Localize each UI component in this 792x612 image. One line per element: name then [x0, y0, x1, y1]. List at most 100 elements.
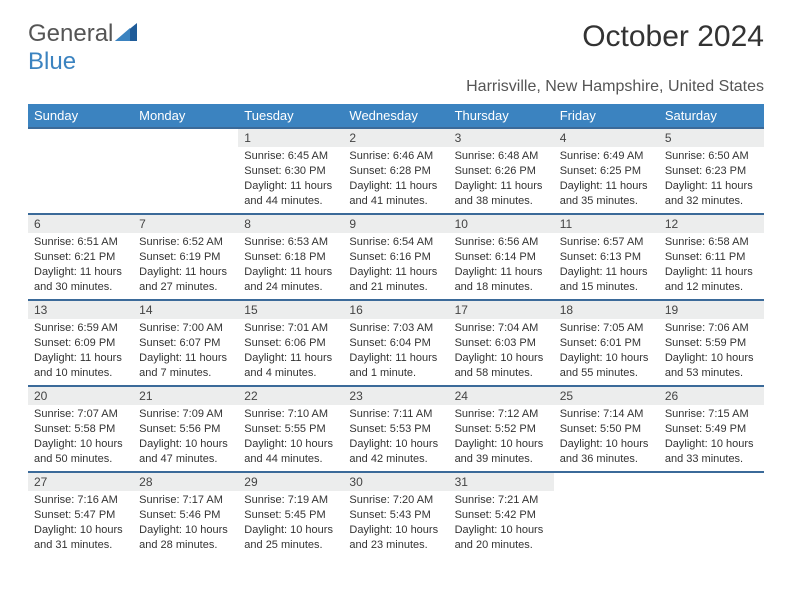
calendar-cell: 21Sunrise: 7:09 AMSunset: 5:56 PMDayligh…	[133, 386, 238, 472]
sunrise-text: Sunrise: 6:53 AM	[244, 235, 337, 250]
daylight-text: Daylight: 11 hours and 21 minutes.	[349, 265, 442, 295]
sunrise-text: Sunrise: 7:03 AM	[349, 321, 442, 336]
calendar-body: 1Sunrise: 6:45 AMSunset: 6:30 PMDaylight…	[28, 128, 764, 558]
sunrise-text: Sunrise: 7:00 AM	[139, 321, 232, 336]
sunrise-text: Sunrise: 6:56 AM	[455, 235, 548, 250]
calendar-cell: 13Sunrise: 6:59 AMSunset: 6:09 PMDayligh…	[28, 300, 133, 386]
sunrise-text: Sunrise: 6:54 AM	[349, 235, 442, 250]
brand-part1: General	[28, 20, 113, 47]
calendar-cell: 8Sunrise: 6:53 AMSunset: 6:18 PMDaylight…	[238, 214, 343, 300]
day-content: Sunrise: 6:51 AMSunset: 6:21 PMDaylight:…	[28, 233, 133, 298]
calendar-cell: 1Sunrise: 6:45 AMSunset: 6:30 PMDaylight…	[238, 128, 343, 214]
sunrise-text: Sunrise: 7:19 AM	[244, 493, 337, 508]
sunset-text: Sunset: 6:09 PM	[34, 336, 127, 351]
day-content: Sunrise: 7:07 AMSunset: 5:58 PMDaylight:…	[28, 405, 133, 470]
daylight-text: Daylight: 11 hours and 12 minutes.	[665, 265, 758, 295]
calendar-cell: 20Sunrise: 7:07 AMSunset: 5:58 PMDayligh…	[28, 386, 133, 472]
day-number: 7	[133, 215, 238, 233]
day-number: 19	[659, 301, 764, 319]
day-content: Sunrise: 7:04 AMSunset: 6:03 PMDaylight:…	[449, 319, 554, 384]
sunset-text: Sunset: 6:14 PM	[455, 250, 548, 265]
calendar-cell	[133, 128, 238, 214]
day-number: 22	[238, 387, 343, 405]
daylight-text: Daylight: 10 hours and 44 minutes.	[244, 437, 337, 467]
day-number: 23	[343, 387, 448, 405]
calendar-cell: 28Sunrise: 7:17 AMSunset: 5:46 PMDayligh…	[133, 472, 238, 558]
day-content: Sunrise: 6:52 AMSunset: 6:19 PMDaylight:…	[133, 233, 238, 298]
sunset-text: Sunset: 6:01 PM	[560, 336, 653, 351]
daylight-text: Daylight: 10 hours and 28 minutes.	[139, 523, 232, 553]
day-header: Friday	[554, 104, 659, 128]
daylight-text: Daylight: 10 hours and 20 minutes.	[455, 523, 548, 553]
day-content: Sunrise: 7:11 AMSunset: 5:53 PMDaylight:…	[343, 405, 448, 470]
day-content: Sunrise: 7:14 AMSunset: 5:50 PMDaylight:…	[554, 405, 659, 470]
month-title: October 2024	[582, 20, 764, 54]
sunset-text: Sunset: 5:59 PM	[665, 336, 758, 351]
daylight-text: Daylight: 11 hours and 18 minutes.	[455, 265, 548, 295]
calendar-cell: 16Sunrise: 7:03 AMSunset: 6:04 PMDayligh…	[343, 300, 448, 386]
day-content: Sunrise: 7:09 AMSunset: 5:56 PMDaylight:…	[133, 405, 238, 470]
daylight-text: Daylight: 10 hours and 33 minutes.	[665, 437, 758, 467]
day-number: 14	[133, 301, 238, 319]
sunrise-text: Sunrise: 7:07 AM	[34, 407, 127, 422]
sunset-text: Sunset: 6:26 PM	[455, 164, 548, 179]
day-content: Sunrise: 7:00 AMSunset: 6:07 PMDaylight:…	[133, 319, 238, 384]
sunrise-text: Sunrise: 7:04 AM	[455, 321, 548, 336]
calendar-cell: 7Sunrise: 6:52 AMSunset: 6:19 PMDaylight…	[133, 214, 238, 300]
calendar-cell: 3Sunrise: 6:48 AMSunset: 6:26 PMDaylight…	[449, 128, 554, 214]
calendar-cell: 6Sunrise: 6:51 AMSunset: 6:21 PMDaylight…	[28, 214, 133, 300]
calendar-cell: 15Sunrise: 7:01 AMSunset: 6:06 PMDayligh…	[238, 300, 343, 386]
calendar-cell: 5Sunrise: 6:50 AMSunset: 6:23 PMDaylight…	[659, 128, 764, 214]
sunrise-text: Sunrise: 7:15 AM	[665, 407, 758, 422]
sunset-text: Sunset: 5:55 PM	[244, 422, 337, 437]
day-content: Sunrise: 7:20 AMSunset: 5:43 PMDaylight:…	[343, 491, 448, 556]
daylight-text: Daylight: 10 hours and 53 minutes.	[665, 351, 758, 381]
daylight-text: Daylight: 10 hours and 55 minutes.	[560, 351, 653, 381]
calendar-week: 13Sunrise: 6:59 AMSunset: 6:09 PMDayligh…	[28, 300, 764, 386]
daylight-text: Daylight: 11 hours and 35 minutes.	[560, 179, 653, 209]
day-number: 3	[449, 129, 554, 147]
day-header: Tuesday	[238, 104, 343, 128]
daylight-text: Daylight: 11 hours and 10 minutes.	[34, 351, 127, 381]
sunrise-text: Sunrise: 6:57 AM	[560, 235, 653, 250]
calendar-cell: 4Sunrise: 6:49 AMSunset: 6:25 PMDaylight…	[554, 128, 659, 214]
sunset-text: Sunset: 6:23 PM	[665, 164, 758, 179]
day-header: Monday	[133, 104, 238, 128]
sunrise-text: Sunrise: 7:05 AM	[560, 321, 653, 336]
day-content: Sunrise: 6:57 AMSunset: 6:13 PMDaylight:…	[554, 233, 659, 298]
calendar-cell: 31Sunrise: 7:21 AMSunset: 5:42 PMDayligh…	[449, 472, 554, 558]
calendar-cell: 19Sunrise: 7:06 AMSunset: 5:59 PMDayligh…	[659, 300, 764, 386]
sunrise-text: Sunrise: 6:45 AM	[244, 149, 337, 164]
day-number: 30	[343, 473, 448, 491]
calendar-cell: 24Sunrise: 7:12 AMSunset: 5:52 PMDayligh…	[449, 386, 554, 472]
calendar-cell: 26Sunrise: 7:15 AMSunset: 5:49 PMDayligh…	[659, 386, 764, 472]
daylight-text: Daylight: 10 hours and 25 minutes.	[244, 523, 337, 553]
day-number: 25	[554, 387, 659, 405]
day-content: Sunrise: 7:03 AMSunset: 6:04 PMDaylight:…	[343, 319, 448, 384]
calendar-cell: 11Sunrise: 6:57 AMSunset: 6:13 PMDayligh…	[554, 214, 659, 300]
sunrise-text: Sunrise: 7:14 AM	[560, 407, 653, 422]
day-content: Sunrise: 6:45 AMSunset: 6:30 PMDaylight:…	[238, 147, 343, 212]
sunrise-text: Sunrise: 7:16 AM	[34, 493, 127, 508]
sunrise-text: Sunrise: 7:01 AM	[244, 321, 337, 336]
daylight-text: Daylight: 11 hours and 1 minute.	[349, 351, 442, 381]
day-number: 10	[449, 215, 554, 233]
day-content: Sunrise: 7:15 AMSunset: 5:49 PMDaylight:…	[659, 405, 764, 470]
sunrise-text: Sunrise: 7:17 AM	[139, 493, 232, 508]
day-content: Sunrise: 6:54 AMSunset: 6:16 PMDaylight:…	[343, 233, 448, 298]
sunset-text: Sunset: 6:04 PM	[349, 336, 442, 351]
sunrise-text: Sunrise: 7:09 AM	[139, 407, 232, 422]
calendar-cell: 25Sunrise: 7:14 AMSunset: 5:50 PMDayligh…	[554, 386, 659, 472]
location-text: Harrisville, New Hampshire, United State…	[28, 78, 764, 96]
day-number: 4	[554, 129, 659, 147]
sunset-text: Sunset: 6:13 PM	[560, 250, 653, 265]
sunrise-text: Sunrise: 7:10 AM	[244, 407, 337, 422]
day-number: 8	[238, 215, 343, 233]
calendar-table: SundayMondayTuesdayWednesdayThursdayFrid…	[28, 104, 764, 558]
day-content: Sunrise: 7:01 AMSunset: 6:06 PMDaylight:…	[238, 319, 343, 384]
daylight-text: Daylight: 10 hours and 50 minutes.	[34, 437, 127, 467]
sunset-text: Sunset: 6:25 PM	[560, 164, 653, 179]
daylight-text: Daylight: 10 hours and 23 minutes.	[349, 523, 442, 553]
sunset-text: Sunset: 6:19 PM	[139, 250, 232, 265]
daylight-text: Daylight: 11 hours and 41 minutes.	[349, 179, 442, 209]
